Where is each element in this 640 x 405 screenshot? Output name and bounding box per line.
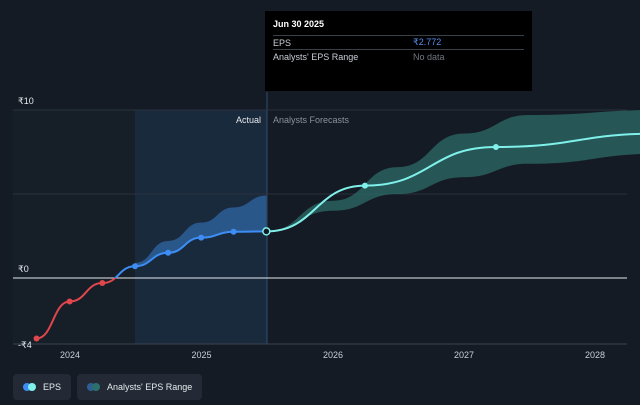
chart-tooltip: Jun 30 2025 EPS ₹2.772 Analysts' EPS Ran… xyxy=(265,11,532,91)
eps-actual-point-3 xyxy=(132,263,139,270)
x-tick-label-2024: 2024 xyxy=(60,350,80,360)
tooltip-eps-value: ₹2.772 xyxy=(413,37,442,47)
eps-actual-point-5 xyxy=(198,234,205,241)
y-tick-label-10: ₹10 xyxy=(18,96,34,106)
tooltip-range-label: Analysts' EPS Range xyxy=(273,51,359,62)
eps-actual-point-0 xyxy=(33,335,40,342)
actual-region-label: Actual xyxy=(236,115,261,125)
eps-forecast-point-1 xyxy=(492,143,499,150)
x-tick-label-2028: 2028 xyxy=(585,350,605,360)
x-tick-label-2027: 2027 xyxy=(454,350,474,360)
eps-actual-point-6 xyxy=(230,228,237,235)
eps-actual-point-2 xyxy=(99,280,106,287)
legend-item-range[interactable]: Analysts' EPS Range xyxy=(77,374,203,400)
tooltip-row-eps: EPS ₹2.772 xyxy=(273,35,524,49)
legend-item-eps[interactable]: EPS xyxy=(13,374,72,400)
tooltip-range-value: No data xyxy=(413,51,445,62)
y-tick-label-0: ₹0 xyxy=(18,264,29,274)
eps-line-forecast xyxy=(266,132,640,233)
eps-range-band-forecast xyxy=(266,110,640,232)
x-tick-label-2025: 2025 xyxy=(191,350,211,360)
tooltip-date: Jun 30 2025 xyxy=(273,19,325,29)
tooltip-eps-label: EPS xyxy=(273,37,292,48)
eps-range-band-actual xyxy=(135,195,267,267)
x-tick-label-2026: 2026 xyxy=(323,350,343,360)
y-tick-label-neg4: -₹4 xyxy=(18,340,32,350)
range-legend-icon xyxy=(87,383,101,391)
eps-actual-point-7 xyxy=(262,227,271,236)
eps-line-actual xyxy=(113,230,267,278)
eps-actual-point-1 xyxy=(66,298,73,305)
tooltip-row-range: Analysts' EPS Range No data xyxy=(273,49,524,63)
chart-legend: EPS Analysts' EPS Range xyxy=(13,374,203,400)
eps-actual-point-4 xyxy=(165,249,172,256)
forecast-region-label: Analysts Forecasts xyxy=(273,115,350,125)
legend-eps-label: EPS xyxy=(43,382,62,392)
eps-forecast-point-0 xyxy=(361,182,368,189)
legend-range-label: Analysts' EPS Range xyxy=(107,382,193,392)
eps-legend-icon xyxy=(23,383,37,391)
